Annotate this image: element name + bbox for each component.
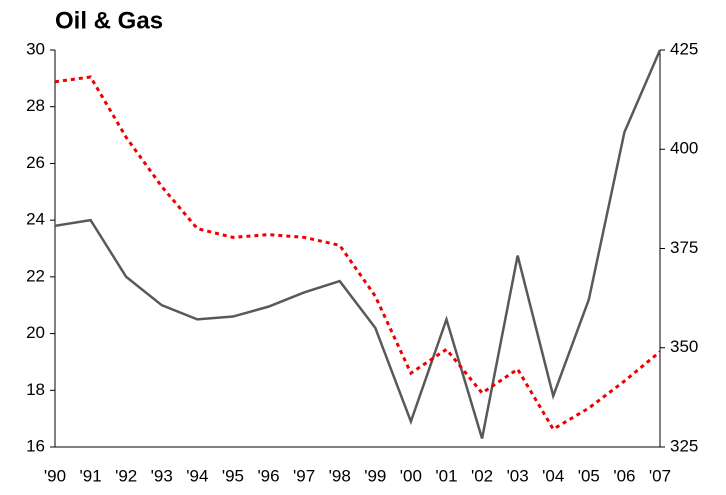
x-tick-label: '07 — [649, 466, 671, 485]
x-tick-label: '96 — [257, 466, 279, 485]
x-tick-label: '94 — [186, 466, 208, 485]
chart-title: Oil & Gas — [55, 7, 163, 34]
y-tick-label: 22 — [26, 266, 45, 285]
x-tick-label: '04 — [542, 466, 564, 485]
y-tick-label: 26 — [26, 153, 45, 172]
x-tick-label: '02 — [471, 466, 493, 485]
x-tick-label: '00 — [400, 466, 422, 485]
y2-tick-label: 350 — [670, 337, 698, 356]
y-tick-label: 24 — [26, 210, 45, 229]
x-tick-label: '90 — [44, 466, 66, 485]
x-tick-label: '05 — [578, 466, 600, 485]
y-tick-label: 18 — [26, 380, 45, 399]
x-tick-label: '97 — [293, 466, 315, 485]
line-series — [54, 49, 662, 439]
x-tick-label: '93 — [151, 466, 173, 485]
y-tick-label: 20 — [26, 323, 45, 342]
x-tick-label: '92 — [115, 466, 137, 485]
y2-tick-label: 400 — [670, 139, 698, 158]
x-tick-label: '98 — [329, 466, 351, 485]
y-tick-label: 16 — [26, 436, 45, 455]
x-tick-label: '06 — [613, 466, 635, 485]
x-tick-label: '91 — [80, 466, 102, 485]
y2-tick-label: 425 — [670, 39, 698, 58]
line-series — [54, 75, 661, 432]
x-tick-label: '99 — [364, 466, 386, 485]
x-tick-label: '03 — [507, 466, 529, 485]
y2-tick-label: 325 — [670, 436, 698, 455]
y2-tick-label: 375 — [670, 238, 698, 257]
y-tick-label: 30 — [26, 39, 45, 58]
x-tick-label: '95 — [222, 466, 244, 485]
x-tick-label: '01 — [435, 466, 457, 485]
y-tick-label: 28 — [26, 96, 45, 115]
